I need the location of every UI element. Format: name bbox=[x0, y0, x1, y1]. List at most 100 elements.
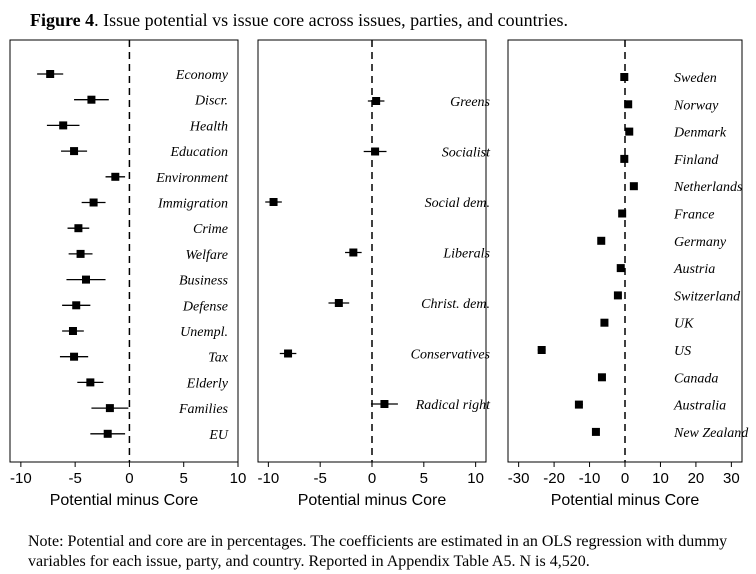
figure-title: Figure 4. Issue potential vs issue core … bbox=[30, 10, 568, 31]
x-tick-label: 10 bbox=[467, 470, 484, 487]
x-axis-label: Potential minus Core bbox=[50, 492, 199, 509]
coefficient-marker bbox=[591, 427, 600, 436]
coefficient-marker bbox=[372, 97, 381, 105]
category-label: Defense bbox=[182, 299, 228, 314]
coefficient-marker bbox=[597, 373, 606, 382]
coefficient-marker bbox=[59, 121, 68, 130]
x-tick-label: 30 bbox=[723, 470, 740, 487]
category-label: US bbox=[674, 344, 691, 359]
coefficient-marker bbox=[269, 198, 278, 206]
x-axis-label: Potential minus Core bbox=[298, 492, 447, 509]
category-label: Business bbox=[179, 274, 229, 289]
x-tick-label: 0 bbox=[621, 470, 629, 487]
category-label: Austria bbox=[673, 262, 715, 277]
category-label: Christ. dem. bbox=[421, 297, 490, 312]
category-label: Netherlands bbox=[673, 180, 743, 195]
category-label: EU bbox=[208, 428, 229, 443]
coefficient-marker bbox=[46, 70, 55, 78]
category-label: Conservatives bbox=[411, 348, 491, 363]
coefficient-marker bbox=[111, 172, 120, 181]
category-label: Crime bbox=[193, 222, 228, 237]
panel-3: -30 -20 -10 0 10 20 30 Potential minus Core Swed… bbox=[507, 39, 749, 509]
figure-note: Note: Potential and core are in percenta… bbox=[28, 533, 728, 570]
coefficient-marker bbox=[618, 209, 627, 218]
coefficient-marker bbox=[625, 127, 634, 136]
category-label: Economy bbox=[175, 68, 229, 83]
coefficient-marker bbox=[103, 429, 112, 438]
x-tick-label: 0 bbox=[368, 470, 376, 487]
panel-1: -10 -5 0 5 10 Potential minus Core Economy Disc… bbox=[9, 39, 247, 509]
coefficient-marker bbox=[70, 352, 79, 361]
category-label: Immigration bbox=[157, 197, 228, 212]
category-label: France bbox=[673, 208, 714, 223]
category-label: Canada bbox=[674, 371, 718, 386]
coefficient-marker bbox=[574, 400, 583, 409]
coefficient-marker bbox=[620, 73, 629, 81]
x-tick-label: -5 bbox=[68, 470, 81, 487]
coefficient-marker bbox=[613, 291, 622, 300]
coefficient-marker bbox=[68, 327, 77, 335]
coefficient-marker bbox=[82, 275, 90, 284]
x-tick-label: -5 bbox=[314, 470, 327, 487]
category-label: Liberals bbox=[442, 247, 490, 262]
category-label: Environment bbox=[155, 171, 229, 186]
plot-frame bbox=[9, 39, 239, 463]
x-tick-label: -10 bbox=[258, 470, 280, 487]
coefficient-marker bbox=[86, 378, 95, 387]
panel-2: -10 -5 0 5 10 Potential minus Core Greens Socia… bbox=[257, 39, 491, 509]
coefficient-marker bbox=[89, 198, 98, 207]
category-label: Finland bbox=[673, 153, 719, 168]
category-label: Tax bbox=[208, 351, 229, 366]
category-label: Radical right bbox=[415, 398, 491, 413]
category-label: Norway bbox=[673, 98, 719, 113]
coefficient-marker bbox=[624, 100, 633, 109]
figure-label: Figure 4 bbox=[30, 10, 95, 30]
category-label: Denmark bbox=[673, 126, 727, 141]
coefficient-marker bbox=[380, 400, 389, 408]
category-label: Social dem. bbox=[425, 196, 490, 211]
coefficient-marker bbox=[616, 264, 625, 273]
x-tick-label: 5 bbox=[420, 470, 428, 487]
x-tick-label: 0 bbox=[125, 470, 133, 487]
coefficient-marker bbox=[349, 248, 358, 257]
coefficient-marker bbox=[629, 182, 638, 191]
x-tick-label: -10 bbox=[579, 470, 601, 487]
category-label: Switzerland bbox=[674, 289, 741, 304]
category-label: Germany bbox=[674, 235, 727, 250]
coefficient-marker bbox=[70, 147, 79, 156]
coefficient-marker bbox=[334, 299, 343, 307]
category-label: Families bbox=[178, 402, 229, 417]
coefficient-marker bbox=[371, 147, 380, 156]
category-label: UK bbox=[674, 317, 694, 332]
x-tick-label: 20 bbox=[688, 470, 705, 487]
category-label: Education bbox=[169, 145, 228, 160]
x-tick-label: 10 bbox=[230, 470, 247, 487]
category-label: Greens bbox=[450, 95, 490, 110]
figure-caption: . Issue potential vs issue core across i… bbox=[94, 10, 569, 30]
x-tick-label: 5 bbox=[180, 470, 188, 487]
category-label: Sweden bbox=[674, 71, 717, 86]
coefficient-marker bbox=[74, 224, 83, 233]
x-tick-label: -20 bbox=[543, 470, 565, 487]
coefficient-marker bbox=[600, 318, 609, 327]
coefficient-marker bbox=[537, 346, 546, 354]
category-label: Australia bbox=[673, 399, 726, 414]
category-label: Discr. bbox=[194, 94, 228, 109]
x-tick-label: 10 bbox=[652, 470, 669, 487]
coefficient-marker bbox=[87, 95, 96, 104]
category-label: New Zealand bbox=[673, 426, 749, 441]
category-label: Elderly bbox=[186, 376, 229, 391]
coefficient-marker bbox=[597, 236, 606, 245]
category-label: Welfare bbox=[185, 248, 228, 263]
x-tick-label: -10 bbox=[10, 470, 32, 487]
coefficient-marker bbox=[105, 404, 114, 413]
coefficient-marker bbox=[620, 154, 629, 163]
category-label: Health bbox=[189, 119, 228, 134]
x-axis-label: Potential minus Core bbox=[551, 492, 700, 509]
coefficient-marker bbox=[72, 301, 81, 310]
x-tick-label: -30 bbox=[508, 470, 530, 487]
coefficient-marker bbox=[284, 349, 293, 358]
category-label: Unempl. bbox=[180, 325, 228, 340]
category-label: Socialist bbox=[442, 146, 491, 161]
